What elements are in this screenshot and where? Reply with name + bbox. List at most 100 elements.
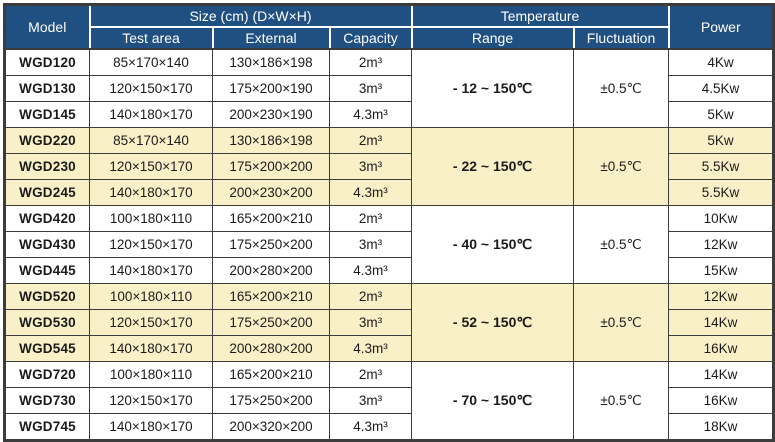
header-model: Model xyxy=(3,3,91,50)
model-cell: WGD420 xyxy=(4,205,90,232)
header-capacity: Capacity xyxy=(328,26,413,50)
capacity-cell: 2m³ xyxy=(328,283,413,310)
test-area-cell: 140×180×170 xyxy=(89,257,213,284)
test-area-cell: 140×180×170 xyxy=(89,413,213,441)
power-cell: 16Kw xyxy=(668,387,775,414)
model-cell: WGD220 xyxy=(4,127,90,154)
external-cell: 175×250×200 xyxy=(212,309,330,336)
fluctuation-cell: ±0.5℃ xyxy=(573,283,670,362)
power-cell: 18Kw xyxy=(668,413,775,441)
fluctuation-cell: ±0.5℃ xyxy=(573,127,670,206)
range-cell: - 12 ~ 150℃ xyxy=(411,48,575,128)
capacity-cell: 4.3m³ xyxy=(328,179,413,206)
range-cell: - 70 ~ 150℃ xyxy=(411,361,575,441)
table-row: WGD130 120×150×170 175×200×190 3m³ 4.5Kw xyxy=(4,75,775,102)
header-external: External xyxy=(211,26,331,50)
model-cell: WGD430 xyxy=(4,231,90,258)
power-cell: 15Kw xyxy=(668,257,775,284)
table-row: WGD120 85×170×140 130×186×198 2m³ - 12 ~ 150… xyxy=(4,48,775,128)
table-row: WGD545 140×180×170 200×280×200 4.3m³ 16Kw xyxy=(4,335,775,362)
header-row-columns: Test area External Capacity Range Fluctu… xyxy=(5,26,774,50)
external-cell: 200×320×200 xyxy=(212,413,330,441)
table-row: WGD745 140×180×170 200×320×200 4.3m³ 18Kw xyxy=(4,413,775,441)
capacity-cell: 3m³ xyxy=(328,153,413,180)
model-cell: WGD130 xyxy=(4,75,90,102)
model-cell: WGD120 xyxy=(4,48,90,76)
capacity-cell: 4.3m³ xyxy=(328,335,413,362)
power-cell: 10Kw xyxy=(668,205,775,232)
range-cell: - 52 ~ 150℃ xyxy=(411,283,575,362)
external-cell: 175×200×190 xyxy=(212,75,330,102)
table-row: WGD530 120×150×170 175×250×200 3m³ 14Kw xyxy=(4,309,775,336)
model-cell: WGD530 xyxy=(4,309,90,336)
capacity-cell: 3m³ xyxy=(328,75,413,102)
fluctuation-cell: ±0.5℃ xyxy=(573,205,670,284)
range-cell: - 22 ~ 150℃ xyxy=(411,127,575,206)
external-cell: 175×250×200 xyxy=(212,387,330,414)
power-cell: 5.5Kw xyxy=(668,153,775,180)
external-cell: 200×230×190 xyxy=(212,101,330,128)
external-cell: 200×230×200 xyxy=(212,179,330,206)
capacity-cell: 3m³ xyxy=(328,309,413,336)
external-cell: 165×200×210 xyxy=(212,361,330,388)
capacity-cell: 2m³ xyxy=(328,127,413,154)
model-cell: WGD545 xyxy=(4,335,90,362)
test-area-cell: 85×170×140 xyxy=(89,48,213,76)
capacity-cell: 2m³ xyxy=(328,205,413,232)
table-row: WGD230 120×150×170 175×200×200 3m³ 5.5Kw xyxy=(4,153,775,180)
model-cell: WGD445 xyxy=(4,257,90,284)
spec-table: Model Size (cm) (D×W×H) Temperature Powe… xyxy=(3,3,775,442)
capacity-cell: 4.3m³ xyxy=(328,413,413,441)
test-area-cell: 120×150×170 xyxy=(89,153,213,180)
external-cell: 200×280×200 xyxy=(212,257,330,284)
model-cell: WGD520 xyxy=(4,283,90,310)
fluctuation-cell: ±0.5℃ xyxy=(573,48,670,128)
external-cell: 130×186×198 xyxy=(212,48,330,76)
model-cell: WGD730 xyxy=(4,387,90,414)
external-cell: 165×200×210 xyxy=(212,205,330,232)
table-row: WGD720 100×180×110 165×200×210 2m³ - 70 ~ 15… xyxy=(4,361,775,441)
power-cell: 5Kw xyxy=(668,101,775,128)
header-fluctuation: Fluctuation xyxy=(572,26,670,50)
external-cell: 165×200×210 xyxy=(212,283,330,310)
capacity-cell: 4.3m³ xyxy=(328,101,413,128)
external-cell: 130×186×198 xyxy=(212,127,330,154)
table-row: WGD430 120×150×170 175×250×200 3m³ 12Kw xyxy=(4,231,775,258)
power-cell: 14Kw xyxy=(668,309,775,336)
table-row: WGD520 100×180×110 165×200×210 2m³ - 52 ~ 15… xyxy=(4,283,775,362)
test-area-cell: 120×150×170 xyxy=(89,309,213,336)
table-header: Model Size (cm) (D×W×H) Temperature Powe… xyxy=(3,3,775,50)
model-cell: WGD720 xyxy=(4,361,90,388)
capacity-cell: 3m³ xyxy=(328,387,413,414)
power-cell: 4Kw xyxy=(668,48,775,76)
capacity-cell: 3m³ xyxy=(328,231,413,258)
power-cell: 5.5Kw xyxy=(668,179,775,206)
table-row: WGD145 140×180×170 200×230×190 4.3m³ 5Kw xyxy=(4,101,775,128)
capacity-cell: 4.3m³ xyxy=(328,257,413,284)
test-area-cell: 100×180×110 xyxy=(89,205,213,232)
table-row: WGD220 85×170×140 130×186×198 2m³ - 22 ~ 150… xyxy=(4,127,775,206)
header-power: Power xyxy=(667,3,775,50)
table-body: WGD120 85×170×140 130×186×198 2m³ - 12 ~ 150… xyxy=(4,48,775,441)
test-area-cell: 140×180×170 xyxy=(89,179,213,206)
model-cell: WGD230 xyxy=(4,153,90,180)
power-cell: 5Kw xyxy=(668,127,775,154)
power-cell: 12Kw xyxy=(668,283,775,310)
test-area-cell: 140×180×170 xyxy=(89,335,213,362)
power-cell: 14Kw xyxy=(668,361,775,388)
test-area-cell: 120×150×170 xyxy=(89,387,213,414)
test-area-cell: 100×180×110 xyxy=(89,283,213,310)
model-cell: WGD745 xyxy=(4,413,90,441)
fluctuation-cell: ±0.5℃ xyxy=(573,361,670,441)
test-area-cell: 100×180×110 xyxy=(89,361,213,388)
header-temperature-group: Temperature xyxy=(410,3,670,28)
capacity-cell: 2m³ xyxy=(328,48,413,76)
header-test-area: Test area xyxy=(88,26,214,50)
power-cell: 12Kw xyxy=(668,231,775,258)
header-size-group: Size (cm) (D×W×H) xyxy=(88,3,413,28)
test-area-cell: 140×180×170 xyxy=(89,101,213,128)
table-row: WGD445 140×180×170 200×280×200 4.3m³ 15Kw xyxy=(4,257,775,284)
model-cell: WGD145 xyxy=(4,101,90,128)
model-cell: WGD245 xyxy=(4,179,90,206)
